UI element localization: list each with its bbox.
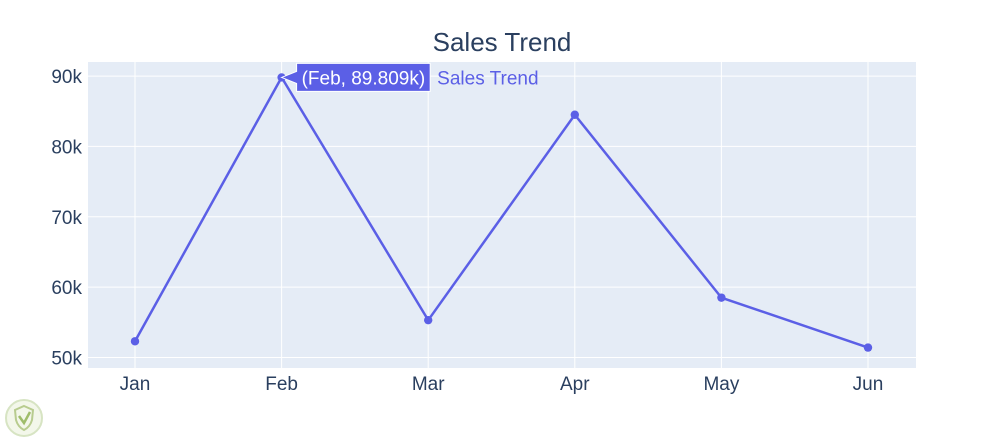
x-tick-label: May <box>703 374 739 395</box>
y-tick-label: 80k <box>51 137 82 158</box>
axis-tick-labels: Jan Feb Mar Apr May Jun 50k 60k 70k 80k 90k <box>51 67 883 395</box>
data-point[interactable] <box>130 337 140 346</box>
hover-box <box>280 62 431 92</box>
x-tick-label: Jan <box>120 374 151 395</box>
chart-title: Sales Trend <box>433 27 572 57</box>
y-tick-label: 50k <box>51 348 82 369</box>
y-tick-label: 60k <box>51 278 82 299</box>
gridlines <box>88 62 916 368</box>
shield-logo-icon <box>5 399 43 437</box>
x-tick-label: Jun <box>853 374 884 395</box>
series-layer[interactable] <box>130 73 873 352</box>
series-line <box>133 76 869 349</box>
x-tick-label: Mar <box>412 374 445 395</box>
data-point[interactable] <box>863 343 873 352</box>
hover-series-label: Sales Trend <box>437 68 538 89</box>
x-tick-label: Apr <box>560 374 590 395</box>
y-tick-label: 70k <box>51 208 82 229</box>
hover-tooltip: (Feb, 89.809k) Sales Trend <box>280 62 539 92</box>
data-point[interactable] <box>717 293 726 302</box>
y-tick-label: 90k <box>51 67 82 88</box>
hover-value-label: (Feb, 89.809k) <box>302 68 426 89</box>
data-point[interactable] <box>570 110 579 119</box>
x-tick-label: Feb <box>265 374 298 395</box>
data-point[interactable] <box>424 315 433 325</box>
